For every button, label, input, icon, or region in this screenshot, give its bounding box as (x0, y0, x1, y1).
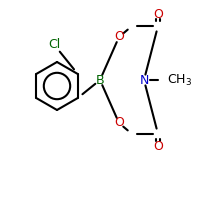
Text: CH$_3$: CH$_3$ (167, 72, 192, 88)
Text: O: O (153, 140, 163, 152)
Text: O: O (114, 30, 124, 44)
Text: O: O (153, 7, 163, 21)
Text: Cl: Cl (48, 38, 60, 51)
Text: B: B (96, 73, 104, 86)
Text: O: O (114, 116, 124, 130)
Text: N: N (139, 73, 149, 86)
